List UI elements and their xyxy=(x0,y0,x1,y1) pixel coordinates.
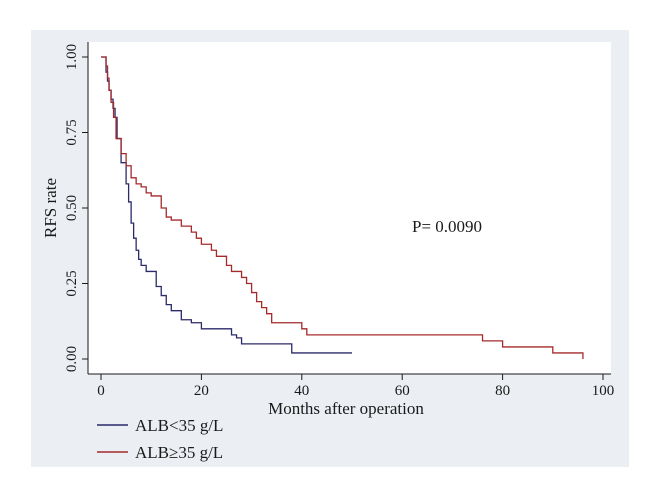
x-tick-label: 0 xyxy=(97,383,105,399)
series-layer xyxy=(101,56,584,359)
y-tick-label: 0.75 xyxy=(64,119,80,145)
legend-label-alb-low: ALB<35 g/L xyxy=(135,416,223,435)
legend-label-alb-high: ALB≥35 g/L xyxy=(135,443,223,462)
x-tick-label: 100 xyxy=(592,383,615,399)
x-axis-title: Months after operation xyxy=(268,399,424,418)
x-ticks: 0 20 40 60 80 100 xyxy=(97,374,614,399)
x-tick-label: 60 xyxy=(395,383,410,399)
p-value-annotation: P= 0.0090 xyxy=(412,217,482,236)
axes xyxy=(87,42,611,375)
x-tick-label: 40 xyxy=(294,383,309,399)
y-axis-title: RFS rate xyxy=(41,178,60,238)
x-tick-label: 80 xyxy=(495,383,510,399)
plot-area xyxy=(88,42,611,374)
y-tick-label: 0.00 xyxy=(64,346,80,372)
legend: ALB<35 g/L ALB≥35 g/L xyxy=(97,416,223,462)
y-tick-label: 0.25 xyxy=(64,270,80,296)
y-tick-label: 0.50 xyxy=(64,195,80,221)
x-tick-label: 20 xyxy=(194,383,209,399)
series-line-alb-high xyxy=(101,56,584,359)
y-ticks: 0.00 0.25 0.50 0.75 1.00 xyxy=(64,44,88,372)
y-tick-label: 1.00 xyxy=(64,44,80,70)
